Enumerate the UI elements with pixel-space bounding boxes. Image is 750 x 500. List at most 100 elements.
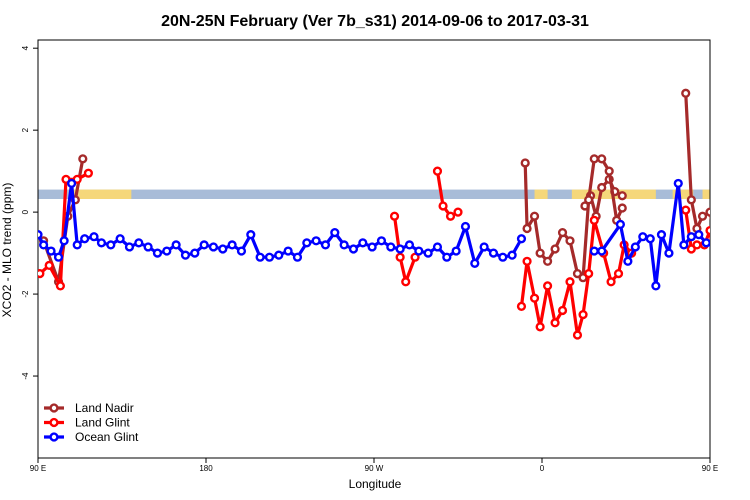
ocean-glint-point (115, 234, 125, 244)
ocean-glint-point (227, 240, 237, 250)
land-nadir-point (597, 154, 607, 164)
land-glint-point (705, 225, 710, 236)
land-glint-point (410, 252, 420, 262)
y-tick-label: -4 (21, 372, 30, 380)
ocean-glint-point (679, 240, 689, 250)
ocean-glint-point (488, 248, 499, 258)
ocean-glint-point (246, 230, 256, 240)
ocean-glint-point (152, 248, 163, 258)
land-glint-point (535, 322, 545, 332)
land-glint-point (565, 277, 575, 287)
ocean-glint-point (274, 250, 284, 260)
land-nadir-point (529, 211, 540, 221)
ocean-glint-point (46, 246, 56, 256)
x-tick-label: 0 (540, 464, 545, 473)
ocean-glint-point (283, 246, 293, 256)
land-band (71, 189, 132, 200)
ocean-glint-point (208, 242, 219, 252)
land-glint-point (727, 282, 734, 289)
ocean-glint-point (171, 240, 181, 250)
ocean-glint-point (339, 240, 349, 250)
valid-data-band (38, 189, 710, 200)
ocean-glint-point (255, 252, 265, 262)
ocean-glint-point (53, 252, 64, 262)
ocean-glint-point (694, 230, 704, 240)
land-glint-point (557, 305, 568, 316)
ocean-glint-point (442, 252, 452, 262)
ocean-glint-point (414, 246, 424, 256)
land-nadir-point (727, 278, 734, 285)
ocean-glint-point (630, 242, 640, 252)
x-tick-label: 90 E (702, 464, 718, 473)
ocean-glint-point (320, 240, 331, 250)
land-nadir-point (617, 203, 627, 213)
land-nadir-point (557, 228, 568, 238)
land-glint-point (584, 268, 594, 279)
ocean-glint-point (740, 242, 747, 249)
land-glint-point (529, 293, 540, 303)
ocean-glint-point (395, 244, 405, 254)
legend-label-land-nadir: Land Nadir (75, 401, 134, 415)
land-glint-point (550, 318, 560, 328)
ocean-glint-point (664, 248, 674, 258)
ocean-glint-point (348, 244, 359, 254)
land-nadir-point (733, 213, 740, 220)
ocean-glint-point (292, 252, 303, 262)
land-nadir-point (686, 195, 696, 205)
ocean-glint-point (89, 232, 99, 242)
legend-label-land-glint: Land Glint (75, 416, 130, 430)
legend-label-ocean-glint: Ocean Glint (75, 430, 139, 444)
y-tick-label: 0 (21, 209, 30, 214)
land-nadir-point (712, 237, 719, 244)
ocean-glint-point (498, 252, 508, 262)
land-glint-point (445, 211, 456, 221)
ocean-glint-point (38, 240, 49, 250)
ocean-glint-point (709, 242, 710, 248)
land-glint-point (733, 176, 740, 183)
ocean-glint-point (470, 258, 480, 268)
land-glint-point (692, 240, 702, 250)
land-band (702, 189, 710, 200)
axis-ticks: 90 E 180 90 W 0 90 E 4 2 0 -2 -4 (21, 45, 718, 473)
land-nadir-point (740, 196, 747, 203)
land-nadir-point (697, 211, 708, 221)
land-nadir-point (535, 248, 545, 258)
land-nadir-point (617, 191, 627, 201)
ocean-glint-point (236, 246, 247, 256)
land-glint-point (44, 260, 54, 270)
ocean-glint-point (516, 234, 527, 244)
land-glint-point (522, 256, 532, 266)
land-nadir-point (681, 88, 691, 98)
land-glint-point (606, 277, 616, 287)
ocean-glint-point (376, 236, 387, 246)
ocean-glint-point (432, 242, 443, 252)
land-nadir-point (565, 236, 575, 246)
land-glint-point (432, 166, 443, 176)
x-tick-label: 90 W (365, 464, 384, 473)
land-glint-point (83, 168, 94, 178)
land-glint-point (720, 258, 727, 265)
ocean-glint-point (460, 221, 471, 232)
ocean-glint-point (330, 228, 340, 238)
ocean-glint-point (423, 248, 433, 258)
land-glint-point (681, 205, 691, 215)
ocean-glint-point (673, 178, 683, 189)
land-glint-point (453, 207, 463, 217)
ocean-glint-point (66, 178, 77, 189)
y-tick-label: -2 (21, 290, 30, 298)
land-nadir-point (542, 256, 553, 266)
ocean-glint-point (302, 238, 312, 248)
land-nadir-point (746, 155, 750, 162)
y-tick-label: 2 (21, 127, 30, 132)
ocean-glint-point (404, 240, 415, 250)
land-glint-point (38, 268, 45, 279)
land-glint-line (392, 215, 417, 284)
ocean-glint-point (507, 250, 517, 260)
land-nadir-point (522, 223, 532, 234)
land-nadir-point (584, 195, 594, 205)
ocean-glint-point (451, 246, 461, 256)
ocean-glint-point (59, 236, 69, 246)
chart-title: 20N-25N February (Ver 7b_s31) 2014-09-06… (161, 13, 589, 30)
legend-marker-ocean-glint (49, 432, 59, 442)
